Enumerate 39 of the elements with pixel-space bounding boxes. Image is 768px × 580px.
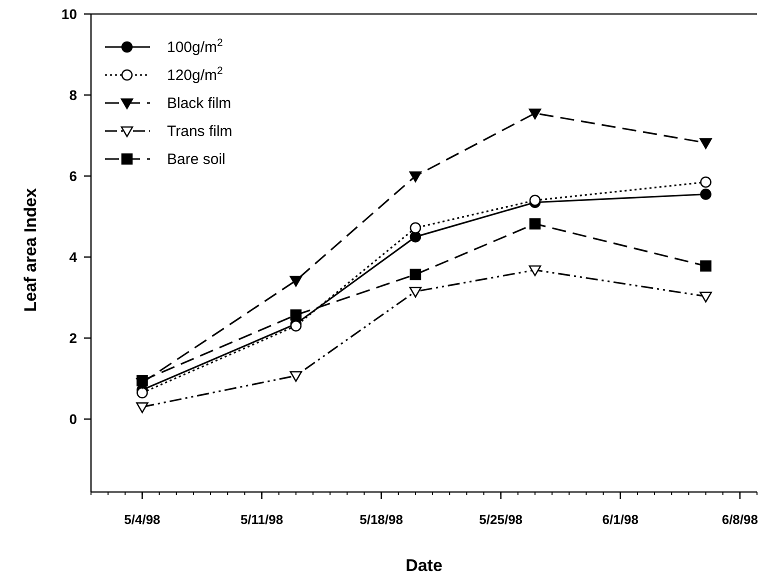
- point: [290, 371, 302, 382]
- x-tick-label: 5/18/98: [360, 512, 403, 527]
- point: [290, 276, 302, 287]
- x-tick-label: 5/11/98: [240, 512, 284, 527]
- point: [290, 309, 302, 321]
- legend-label: Bare soil: [167, 151, 226, 168]
- point: [410, 222, 422, 234]
- x-tick-label: 6/1/98: [602, 512, 638, 527]
- y-axis-title: Leaf area Index: [21, 188, 40, 312]
- point: [700, 188, 712, 200]
- point: [700, 260, 712, 272]
- point: [528, 265, 542, 276]
- y-tick-label: 10: [61, 6, 78, 22]
- y-tick-label: 8: [69, 87, 78, 104]
- point: [700, 292, 712, 302]
- y-tick-label: 4: [69, 249, 78, 266]
- y-tick-label: 6: [69, 168, 78, 184]
- point: [409, 171, 422, 182]
- point: [409, 286, 422, 298]
- point: [529, 218, 541, 230]
- x-tick-label: 6/8/98: [722, 512, 758, 527]
- point: [136, 374, 148, 386]
- legend-label: Black film: [167, 95, 232, 112]
- point: [528, 108, 542, 120]
- x-tick-label: 5/4/98: [124, 512, 160, 527]
- point: [410, 231, 422, 242]
- x-tick-label: 5/25/98: [479, 512, 523, 527]
- point: [136, 387, 148, 398]
- legend-label: 100g/m$^{2}$: [167, 37, 224, 56]
- legend-label: Trans film: [167, 123, 232, 140]
- y-tick-label: 2: [69, 330, 78, 346]
- point: [410, 268, 422, 280]
- point: [529, 194, 541, 206]
- point: [700, 176, 712, 188]
- x-axis-title: Date: [406, 556, 442, 575]
- point: [700, 138, 712, 149]
- y-tick-label: 0: [69, 411, 78, 428]
- legend-label: 120g/m$^{2}$: [167, 65, 224, 84]
- point: [136, 402, 148, 414]
